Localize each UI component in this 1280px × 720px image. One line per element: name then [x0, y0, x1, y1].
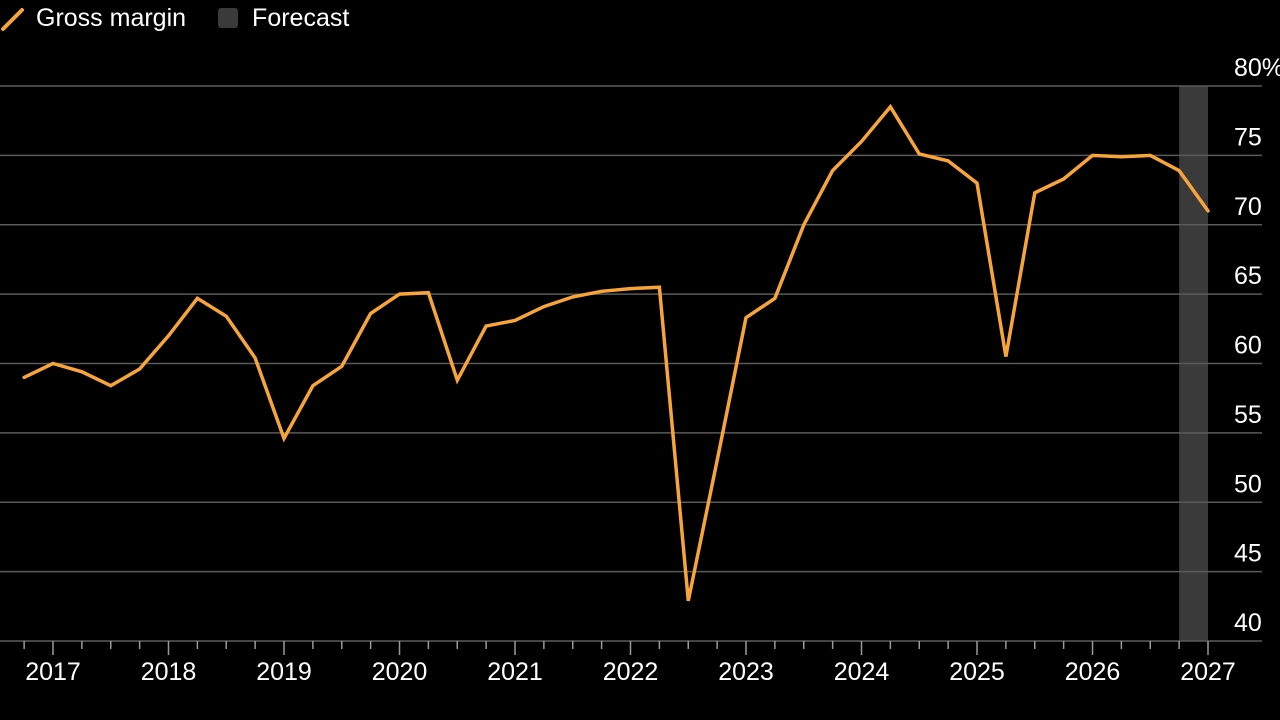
y-tick-label: 70 [1234, 193, 1262, 221]
y-tick-label: 45 [1234, 540, 1262, 568]
legend-item-forecast[interactable]: Forecast [214, 4, 349, 33]
legend-item-gross-margin[interactable]: Gross margin [0, 4, 186, 33]
x-tick-label: 2024 [834, 658, 890, 686]
legend: Gross margin Forecast [0, 0, 377, 36]
x-tick-label: 2020 [372, 658, 428, 686]
line-series-icon [1, 8, 24, 31]
x-tick-label: 2017 [25, 658, 81, 686]
x-tick-label: 2019 [256, 658, 312, 686]
x-tick-label: 2023 [718, 658, 774, 686]
y-tick-label: 60 [1234, 332, 1262, 360]
legend-label-gross-margin: Gross margin [36, 3, 187, 32]
x-tick-label: 2027 [1180, 658, 1236, 686]
x-tick-label: 2022 [603, 658, 659, 686]
y-tick-label: 65 [1234, 262, 1262, 290]
y-tick-label: 40 [1234, 609, 1262, 637]
y-tick-label: 80% [1234, 54, 1280, 82]
legend-label-forecast: Forecast [252, 3, 350, 32]
x-tick-label: 2026 [1065, 658, 1121, 686]
y-tick-label: 50 [1234, 470, 1262, 498]
x-tick-label: 2025 [949, 658, 1005, 686]
y-tick-label: 75 [1234, 123, 1262, 151]
y-tick-label: 55 [1234, 401, 1262, 429]
x-tick-label: 2018 [141, 658, 197, 686]
x-tick-label: 2021 [487, 658, 543, 686]
forecast-swatch-icon [218, 8, 239, 28]
series-line-gross-margin [22, 103, 1210, 602]
